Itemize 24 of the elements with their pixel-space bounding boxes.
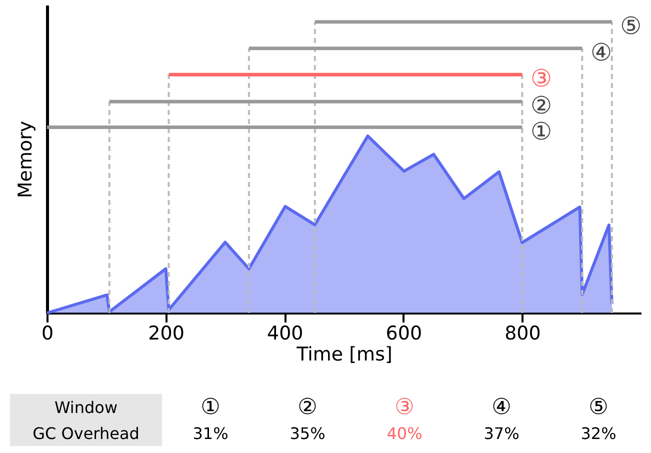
series-label: ② — [530, 92, 552, 120]
text: 40% — [386, 422, 424, 444]
text: ③ — [394, 394, 414, 420]
text: Window — [10, 394, 162, 420]
x-tick-label: 400 — [266, 322, 304, 344]
y-axis-title: Memory — [14, 120, 36, 198]
text: 37% — [482, 422, 520, 444]
x-axis-title: Time [ms] — [296, 344, 392, 366]
text: 35% — [288, 422, 326, 444]
series-label: ① — [530, 117, 552, 146]
series-label: ⑤ — [620, 12, 642, 40]
text: ② — [298, 394, 318, 420]
text: 31% — [192, 422, 230, 444]
x-tick-label: 0 — [41, 322, 54, 344]
series-label: ④ — [590, 38, 612, 66]
text: 32% — [580, 422, 618, 444]
x-tick-label: 800 — [504, 322, 541, 344]
text: GC Overhead — [10, 420, 162, 446]
x-tick-label: 200 — [148, 322, 184, 344]
text: ④ — [492, 394, 512, 420]
series-label: ③ — [530, 64, 552, 93]
text: ① — [200, 394, 220, 420]
x-tick-label: 600 — [386, 322, 422, 344]
text: ⑤ — [588, 394, 608, 420]
